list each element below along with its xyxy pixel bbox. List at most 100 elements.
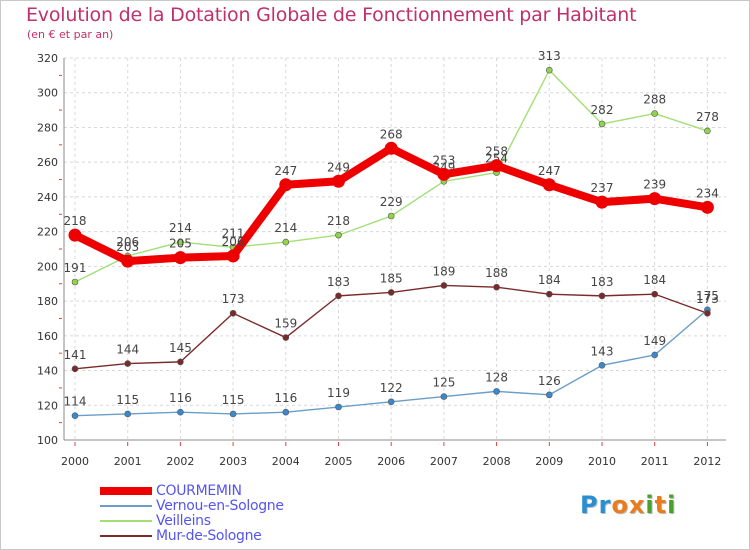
y-tick-label: 300 xyxy=(37,87,58,100)
data-point-vernou-en-sologne xyxy=(440,393,448,400)
data-label-courmemin: 203 xyxy=(116,240,139,254)
legend-item-courmemin: COURMEMIN xyxy=(100,484,360,499)
data-label-courmemin: 258 xyxy=(485,145,508,159)
data-point-veilleins xyxy=(282,238,290,246)
logo-letter: i xyxy=(667,491,677,519)
data-point-vernou-en-sologne xyxy=(545,391,553,399)
data-point-mur-de-sologne xyxy=(651,290,659,298)
x-tick-label: 2005 xyxy=(325,455,353,468)
data-label-veilleins: 282 xyxy=(591,103,614,117)
data-label-vernou-en-sologne: 122 xyxy=(380,381,403,395)
data-point-vernou-en-sologne xyxy=(335,403,342,411)
proxiti-logo: Proxiti xyxy=(580,491,676,519)
data-point-mur-de-sologne xyxy=(704,309,711,317)
data-point-courmemin xyxy=(121,254,135,268)
x-tick-label: 2009 xyxy=(535,455,563,468)
logo-letter: P xyxy=(580,491,599,519)
y-tick-label: 100 xyxy=(37,434,58,447)
data-label-mur-de-sologne: 183 xyxy=(591,275,614,289)
data-label-courmemin: 247 xyxy=(538,164,561,178)
legend-swatch xyxy=(100,520,152,522)
data-point-courmemin xyxy=(490,159,504,173)
y-tick-label: 200 xyxy=(37,260,58,273)
data-point-courmemin xyxy=(173,251,187,265)
logo-letter: o xyxy=(611,491,629,519)
data-point-veilleins xyxy=(177,238,184,246)
data-label-courmemin: 268 xyxy=(380,127,403,141)
data-label-veilleins: 191 xyxy=(64,261,87,275)
legend-label: COURMEMIN xyxy=(156,483,242,499)
data-point-veilleins xyxy=(71,278,79,286)
data-label-courmemin: 249 xyxy=(327,160,350,174)
data-label-mur-de-sologne: 173 xyxy=(696,292,719,306)
x-tick-label: 2004 xyxy=(272,455,300,468)
data-point-vernou-en-sologne xyxy=(282,408,290,416)
data-point-mur-de-sologne xyxy=(598,292,606,300)
data-point-courmemin xyxy=(68,228,82,242)
data-point-mur-de-sologne xyxy=(282,334,290,341)
data-point-mur-de-sologne xyxy=(387,289,395,296)
x-tick-label: 2001 xyxy=(114,455,142,468)
data-label-mur-de-sologne: 185 xyxy=(380,271,403,285)
data-label-mur-de-sologne: 159 xyxy=(274,317,297,331)
data-label-mur-de-sologne: 188 xyxy=(485,266,508,280)
data-point-courmemin xyxy=(542,178,556,192)
chart-legend: COURMEMIN Vernou-en-Sologne Veilleins Mur-d… xyxy=(100,484,360,544)
y-tick-label: 240 xyxy=(37,191,58,204)
x-tick-label: 2002 xyxy=(166,455,194,468)
legend-label: Mur-de-Sologne xyxy=(156,528,262,544)
x-tick-label: 2000 xyxy=(61,455,89,468)
data-label-vernou-en-sologne: 143 xyxy=(591,344,614,358)
data-point-mur-de-sologne xyxy=(71,365,79,373)
legend-swatch xyxy=(100,535,152,537)
data-label-veilleins: 218 xyxy=(327,214,350,228)
data-point-mur-de-sologne xyxy=(124,360,131,367)
data-point-mur-de-sologne xyxy=(493,283,500,291)
data-label-mur-de-sologne: 173 xyxy=(222,292,245,306)
legend-item-mur-de-sologne: Mur-de-Sologne xyxy=(100,529,360,544)
data-point-courmemin xyxy=(595,195,609,209)
data-label-veilleins: 278 xyxy=(696,110,719,124)
data-point-vernou-en-sologne xyxy=(177,408,184,416)
legend-swatch xyxy=(100,487,152,495)
data-label-mur-de-sologne: 184 xyxy=(538,273,561,287)
data-label-veilleins: 206 xyxy=(116,235,139,249)
data-point-courmemin xyxy=(648,192,662,206)
data-label-veilleins: 313 xyxy=(538,49,561,63)
data-label-courmemin: 234 xyxy=(696,186,719,200)
data-label-vernou-en-sologne: 119 xyxy=(327,386,350,400)
legend-item-veilleins: Veilleins xyxy=(100,514,360,529)
y-tick-label: 220 xyxy=(37,226,58,239)
data-point-veilleins xyxy=(387,212,395,220)
data-label-vernou-en-sologne: 116 xyxy=(274,391,297,405)
data-point-courmemin xyxy=(700,200,714,214)
data-label-vernou-en-sologne: 114 xyxy=(64,395,87,409)
data-label-veilleins: 214 xyxy=(274,221,297,235)
data-point-veilleins xyxy=(335,231,342,239)
data-label-vernou-en-sologne: 116 xyxy=(169,391,192,405)
logo-letter: x xyxy=(628,491,646,519)
data-point-mur-de-sologne xyxy=(335,292,342,300)
x-tick-label: 2010 xyxy=(588,455,616,468)
y-tick-label: 260 xyxy=(37,156,58,169)
data-point-vernou-en-sologne xyxy=(598,362,606,369)
x-tick-label: 2006 xyxy=(377,455,405,468)
data-point-courmemin xyxy=(226,249,240,263)
data-label-mur-de-sologne: 183 xyxy=(327,275,350,289)
legend-item-vernou-en-sologne: Vernou-en-Sologne xyxy=(100,499,360,514)
y-tick-label: 140 xyxy=(37,365,58,378)
data-label-vernou-en-sologne: 128 xyxy=(485,370,508,384)
data-label-vernou-en-sologne: 126 xyxy=(538,374,561,388)
data-point-courmemin xyxy=(384,141,398,155)
data-point-vernou-en-sologne xyxy=(493,388,500,395)
data-point-vernou-en-sologne xyxy=(229,410,237,418)
data-point-mur-de-sologne xyxy=(545,290,553,298)
x-tick-label: 2012 xyxy=(693,455,721,468)
data-label-veilleins: 229 xyxy=(380,195,403,209)
y-tick-label: 320 xyxy=(37,52,58,65)
data-point-vernou-en-sologne xyxy=(71,412,79,419)
data-label-courmemin: 239 xyxy=(643,178,666,192)
logo-letter: t xyxy=(654,491,668,519)
